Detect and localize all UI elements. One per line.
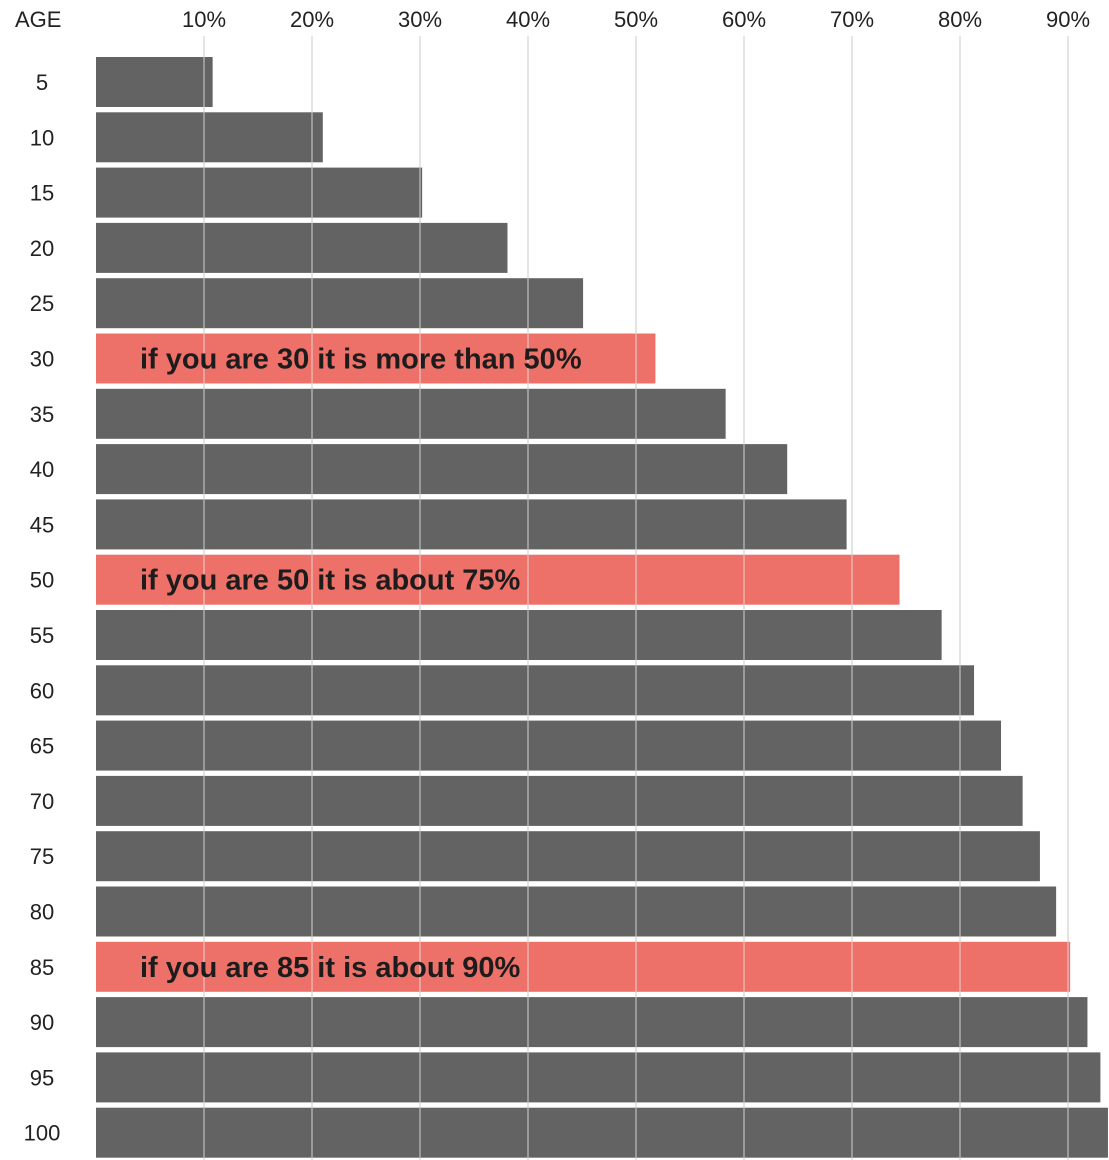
bar — [96, 57, 213, 107]
x-tick-label: 30% — [398, 7, 442, 32]
x-tick-label: 80% — [938, 7, 982, 32]
age-label: 50 — [30, 568, 54, 593]
bar — [96, 499, 847, 550]
age-label: 90 — [30, 1010, 54, 1035]
highlighted-bar — [96, 941, 1071, 992]
bar-layer — [96, 57, 1108, 1158]
highlighted-bar — [96, 333, 656, 384]
x-tick-label: 90% — [1046, 7, 1090, 32]
age-label: 40 — [30, 457, 54, 482]
x-tick-label: 10% — [182, 7, 226, 32]
bar — [96, 775, 1023, 826]
label-layer: 10% 20% 30% 40% 50% 60% 70% 80% 90% 5 10 15 20 25 30 if… — [24, 7, 1090, 1146]
bar — [96, 720, 1002, 771]
age-label: 30 — [30, 347, 54, 372]
bar — [96, 222, 508, 273]
bar-grid-layer — [203, 57, 1069, 1158]
highlighted-bar — [96, 554, 900, 605]
age-label: 95 — [30, 1065, 54, 1090]
age-label: 20 — [30, 236, 54, 261]
annotation-text: if you are 50 it is about 75% — [140, 565, 521, 597]
bar — [96, 610, 942, 660]
age-label: 60 — [30, 678, 54, 703]
bar — [96, 1107, 1108, 1158]
age-label: 65 — [30, 734, 54, 759]
x-tick-label: 20% — [290, 7, 334, 32]
age-label: 5 — [36, 70, 48, 95]
bar — [96, 167, 423, 218]
age-label: 75 — [30, 844, 54, 869]
bar — [96, 1052, 1101, 1103]
age-label: 35 — [30, 402, 54, 427]
age-label: 45 — [30, 512, 54, 537]
annotation-text: if you are 30 it is more than 50% — [140, 344, 582, 376]
x-tick-label: 40% — [506, 7, 550, 32]
x-tick-label: 50% — [614, 7, 658, 32]
x-tick-label: 70% — [830, 7, 874, 32]
x-tick-label: 60% — [722, 7, 766, 32]
y-axis-title: AGE — [15, 7, 61, 32]
age-label: 15 — [30, 181, 54, 206]
age-label: 100 — [24, 1121, 61, 1146]
bar — [96, 997, 1088, 1048]
age-label: 85 — [30, 955, 54, 980]
age-label: 25 — [30, 291, 54, 316]
bar — [96, 444, 788, 495]
bar — [96, 665, 975, 716]
bar — [96, 388, 726, 439]
age-label: 80 — [30, 900, 54, 925]
bar — [96, 278, 584, 329]
bar — [96, 886, 1057, 937]
bar — [96, 831, 1040, 882]
age-label: 10 — [30, 125, 54, 150]
age-label: 70 — [30, 789, 54, 814]
annotation-text: if you are 85 it is about 90% — [140, 952, 521, 984]
age-label: 55 — [30, 623, 54, 648]
bar — [96, 112, 323, 163]
